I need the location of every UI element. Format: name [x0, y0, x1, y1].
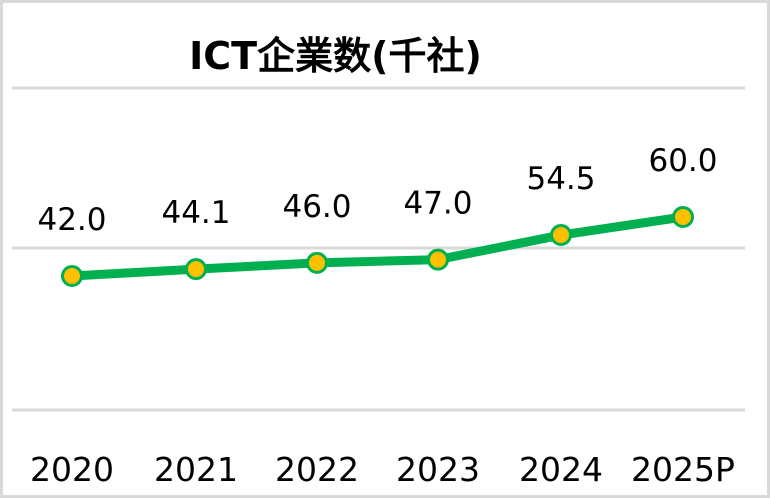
- data-point-marker: [672, 206, 694, 228]
- data-label: 42.0: [37, 202, 106, 238]
- data-point-marker: [550, 224, 572, 247]
- chart-title: ICT企業数(千社): [189, 34, 482, 78]
- data-point-marker: [61, 265, 83, 287]
- data-point-marker: [427, 248, 449, 271]
- x-axis-tick-label: 2024: [519, 450, 603, 489]
- x-axis-tick-label: 2023: [396, 450, 480, 489]
- plot-area: 42.0 2020 44.1 2021 46.0 2022 47.0 2023 54.5 2024…: [12, 86, 745, 489]
- data-label: 60.0: [648, 143, 717, 179]
- x-axis-tick-label: 2021: [154, 450, 238, 489]
- data-label: 44.1: [161, 195, 230, 231]
- data-label: 54.5: [526, 161, 595, 197]
- x-axis-tick-label: 2020: [30, 450, 114, 489]
- series-line: [67, 212, 688, 281]
- data-point-marker: [185, 258, 207, 281]
- x-axis-tick-label: 2025P: [631, 450, 735, 489]
- x-axis-tick-label: 2022: [275, 450, 359, 489]
- data-point-marker: [306, 251, 328, 274]
- data-label: 47.0: [403, 186, 472, 222]
- data-label: 46.0: [282, 189, 351, 225]
